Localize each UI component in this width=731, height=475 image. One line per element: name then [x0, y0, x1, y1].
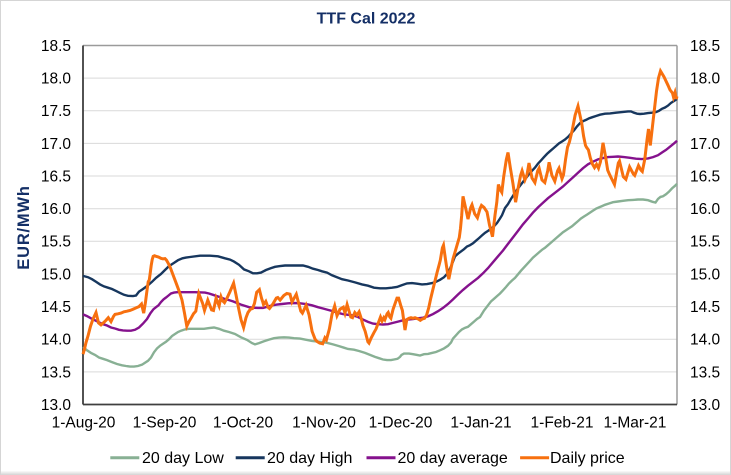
- svg-text:14.5: 14.5: [690, 299, 720, 316]
- svg-text:13.0: 13.0: [41, 397, 72, 414]
- svg-text:16.0: 16.0: [41, 201, 72, 218]
- svg-text:15.5: 15.5: [690, 234, 720, 251]
- svg-text:14.0: 14.0: [41, 332, 72, 349]
- svg-text:17.5: 17.5: [690, 103, 720, 120]
- svg-text:18.5: 18.5: [41, 38, 71, 55]
- svg-text:15.5: 15.5: [41, 234, 71, 251]
- svg-text:1-Feb-21: 1-Feb-21: [531, 415, 594, 432]
- svg-text:17.0: 17.0: [41, 136, 72, 153]
- svg-text:20 day High: 20 day High: [267, 450, 352, 467]
- svg-text:16.0: 16.0: [690, 201, 721, 218]
- svg-text:1-Sep-20: 1-Sep-20: [133, 415, 197, 432]
- svg-text:20 day average: 20 day average: [398, 450, 508, 467]
- svg-text:1-Oct-20: 1-Oct-20: [213, 415, 274, 432]
- svg-text:20 day Low: 20 day Low: [142, 450, 224, 467]
- svg-text:1-Aug-20: 1-Aug-20: [52, 415, 116, 432]
- svg-text:18.5: 18.5: [690, 38, 720, 55]
- svg-text:1-Nov-20: 1-Nov-20: [292, 415, 356, 432]
- svg-text:EUR/MWh: EUR/MWh: [15, 185, 33, 269]
- svg-text:13.5: 13.5: [690, 364, 720, 381]
- svg-text:14.5: 14.5: [41, 299, 71, 316]
- svg-text:13.0: 13.0: [690, 397, 721, 414]
- svg-text:15.0: 15.0: [690, 266, 721, 283]
- svg-text:17.5: 17.5: [41, 103, 71, 120]
- svg-text:17.0: 17.0: [690, 136, 721, 153]
- svg-text:1-Mar-21: 1-Mar-21: [604, 415, 667, 432]
- svg-text:18.0: 18.0: [41, 71, 72, 88]
- svg-text:18.0: 18.0: [690, 71, 721, 88]
- svg-text:1-Jan-21: 1-Jan-21: [450, 415, 511, 432]
- svg-text:13.5: 13.5: [41, 364, 71, 381]
- svg-text:Daily price: Daily price: [550, 450, 625, 467]
- svg-text:14.0: 14.0: [690, 332, 721, 349]
- svg-text:16.5: 16.5: [41, 168, 71, 185]
- svg-text:15.0: 15.0: [41, 266, 72, 283]
- svg-text:TTF Cal 2022: TTF Cal 2022: [317, 11, 416, 28]
- svg-text:16.5: 16.5: [690, 168, 720, 185]
- svg-text:1-Dec-20: 1-Dec-20: [369, 415, 433, 432]
